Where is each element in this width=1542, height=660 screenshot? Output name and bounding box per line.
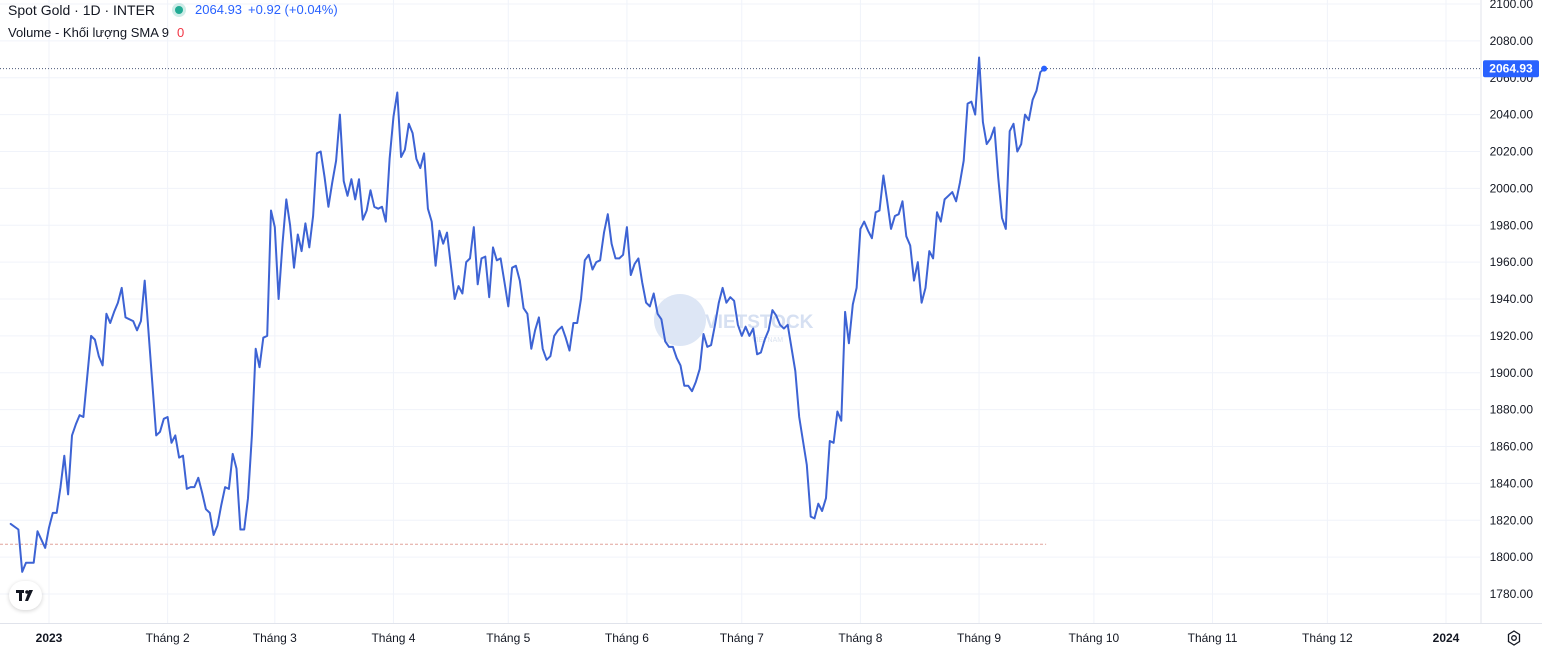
last-price-tag-text: 2064.93 bbox=[1489, 62, 1533, 76]
grid-layer bbox=[0, 0, 1542, 624]
watermark-sub: VIETNAM bbox=[752, 337, 783, 344]
watermark: VIETSTOCK VIETNAM bbox=[654, 294, 814, 346]
series-layer bbox=[9, 56, 1048, 573]
x-tick-label: Tháng 12 bbox=[1302, 631, 1353, 645]
legend-change: +0.92 (+0.04%) bbox=[248, 2, 338, 17]
y-tick-label: 2080.00 bbox=[1490, 34, 1534, 48]
legend-volume-value: 0 bbox=[177, 25, 185, 40]
gear-icon bbox=[1507, 630, 1521, 646]
y-tick-label: 1980.00 bbox=[1490, 218, 1534, 232]
chart-settings-button[interactable] bbox=[1504, 629, 1524, 647]
y-tick-label: 1900.00 bbox=[1490, 366, 1534, 380]
x-tick-label: Tháng 7 bbox=[720, 631, 764, 645]
legend-volume-label[interactable]: Volume - Khối lượng SMA 9 bbox=[8, 25, 170, 40]
x-tick-label: Tháng 9 bbox=[957, 631, 1001, 645]
watermark-logo-icon bbox=[654, 294, 706, 346]
y-tick-label: 1780.00 bbox=[1490, 587, 1534, 601]
tradingview-logo-icon[interactable] bbox=[9, 581, 42, 610]
reference-lines bbox=[0, 68, 1480, 545]
y-tick-label: 1820.00 bbox=[1490, 513, 1534, 527]
x-tick-label: 2023 bbox=[36, 631, 63, 645]
y-tick-label: 1800.00 bbox=[1490, 550, 1534, 564]
legend: Spot Gold · 1D · INTER 2064.93 +0.92 (+0… bbox=[8, 0, 338, 44]
last-price-point bbox=[1041, 65, 1048, 72]
x-axis[interactable]: 2023 Tháng 2 Tháng 3 Tháng 4 Tháng 5 Tháng 6 T… bbox=[36, 631, 1460, 645]
y-tick-label: 2020.00 bbox=[1490, 145, 1534, 159]
x-tick-label: Tháng 4 bbox=[371, 631, 415, 645]
x-tick-label: Tháng 11 bbox=[1188, 631, 1238, 645]
x-tick-label: Tháng 3 bbox=[253, 631, 297, 645]
x-tick-label: 2024 bbox=[1433, 631, 1460, 645]
y-tick-label: 2040.00 bbox=[1490, 108, 1534, 122]
y-tick-label: 1960.00 bbox=[1490, 255, 1534, 269]
y-tick-label: 1880.00 bbox=[1490, 403, 1534, 417]
legend-symbol[interactable]: Spot Gold · 1D · INTER bbox=[8, 2, 156, 18]
legend-main-row: Spot Gold · 1D · INTER 2064.93 +0.92 (+0… bbox=[8, 0, 338, 20]
y-axis[interactable]: 1780.00 1800.00 1820.00 1840.00 1860.00 1880.… bbox=[1490, 0, 1534, 601]
last-price-tag-bg bbox=[1483, 60, 1539, 78]
market-status-dot-icon bbox=[175, 6, 184, 14]
y-tick-label: 1860.00 bbox=[1490, 440, 1534, 454]
x-tick-label: Tháng 2 bbox=[146, 631, 190, 645]
y-tick-label: 1940.00 bbox=[1490, 292, 1534, 306]
x-tick-label: Tháng 5 bbox=[486, 631, 530, 645]
y-tick-label: 1920.00 bbox=[1490, 329, 1534, 343]
x-tick-label: Tháng 6 bbox=[605, 631, 649, 645]
tradingview-logo-glyph bbox=[15, 589, 33, 601]
y-tick-label: 1840.00 bbox=[1490, 476, 1534, 490]
last-price-tag: 2064.93 bbox=[1483, 60, 1539, 78]
x-tick-label: Tháng 8 bbox=[838, 631, 882, 645]
legend-last-value: 2064.93 bbox=[195, 2, 243, 17]
price-series-line[interactable] bbox=[9, 56, 1046, 573]
y-tick-label: 2000.00 bbox=[1490, 181, 1534, 195]
watermark-text: VIETSTOCK bbox=[705, 312, 814, 333]
y-tick-label: 2100.00 bbox=[1490, 0, 1534, 11]
legend-volume-row: Volume - Khối lượng SMA 9 0 bbox=[8, 22, 338, 44]
x-tick-label: Tháng 10 bbox=[1069, 631, 1120, 645]
